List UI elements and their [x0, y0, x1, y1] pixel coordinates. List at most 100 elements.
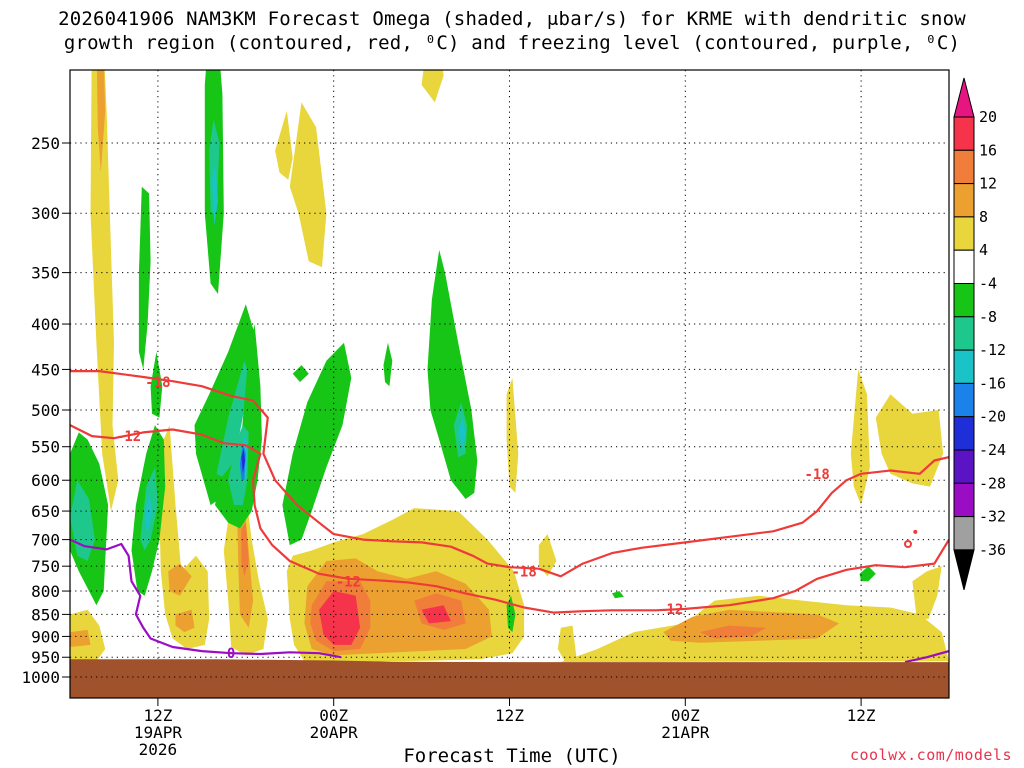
colorbar-bottom-arrow [953, 549, 975, 591]
colorbar-bin [953, 283, 975, 318]
omega-fill-yellow [421, 70, 444, 103]
colorbar-label: 20 [979, 108, 997, 126]
omega-fill-yellow [850, 369, 870, 506]
colorbar-bin [953, 183, 975, 218]
omega-fill-red [319, 591, 361, 645]
colorbar-label: -36 [979, 541, 1006, 559]
contour-label: -18 [805, 467, 830, 483]
contour--12 [70, 424, 949, 614]
omega-fill-green [150, 351, 163, 418]
contour-label: -12 [658, 602, 683, 618]
omega-fill-yellow [90, 70, 119, 512]
colorbar-label: 16 [979, 141, 997, 159]
colorbar-bin [953, 482, 975, 518]
y-tick-label: 450 [31, 360, 60, 379]
y-tick-label: 700 [31, 531, 60, 550]
omega-fill-dark-blue [241, 448, 246, 474]
omega-fill-teal-green [216, 360, 251, 481]
omega-fill-red-orange [700, 625, 766, 639]
contour-label: 0 [227, 646, 235, 662]
y-tick-label: 400 [31, 315, 60, 334]
colorbar-bin [953, 516, 975, 551]
colorbar-bin [953, 149, 975, 185]
colorbar-label: -28 [979, 474, 1006, 492]
colorbar-label: -24 [979, 441, 1006, 459]
y-tick-label: 800 [31, 582, 60, 601]
omega-fill-green [506, 595, 516, 633]
omega-fill-green [383, 342, 393, 387]
omega-fill-yellow [289, 102, 327, 268]
y-tick-label: 500 [31, 401, 60, 420]
terrain-ground [70, 659, 949, 698]
omega-fill-orange [175, 609, 195, 633]
colorbar-label: -32 [979, 508, 1006, 526]
omega-fill-green [292, 365, 309, 382]
colorbar-bin [953, 382, 975, 418]
contour-ring [913, 529, 918, 534]
omega-fill-yellow [506, 377, 519, 493]
x-tick-label: 12Z [847, 706, 876, 725]
contour-label: -12 [116, 429, 141, 445]
omega-fill-cyan [144, 492, 152, 535]
omega-fill-green [215, 324, 262, 529]
omega-fill-yellow [912, 566, 942, 619]
colorbar-label: -4 [979, 275, 997, 293]
omega-fill-green [194, 304, 255, 506]
contour--18 [70, 370, 949, 578]
colorbar-label: -8 [979, 308, 997, 326]
x-tick-label: 19APR [134, 723, 183, 742]
y-tick-label: 600 [31, 471, 60, 490]
contour-label: -12 [336, 574, 361, 590]
x-tick-label: 2026 [139, 740, 178, 759]
x-tick-label: 00Z [671, 706, 700, 725]
contour-label: -18 [145, 375, 170, 391]
x-axis-title: Forecast Time (UTC) [403, 745, 621, 767]
omega-fill-orange [70, 629, 91, 647]
colorbar-bin [953, 216, 975, 251]
colorbar-label: 8 [979, 208, 988, 226]
y-tick-label: 900 [31, 627, 60, 646]
contour-0-right [904, 650, 949, 664]
omega-fill-teal-green [70, 480, 95, 561]
colorbar-bin [953, 249, 975, 284]
x-tick-label: 12Z [495, 706, 524, 725]
y-tick-label: 250 [31, 134, 60, 153]
colorbar-bin [953, 349, 975, 384]
omega-fill-yellow [275, 110, 293, 180]
chart-title-line2: growth region (contoured, red, ⁰C) and f… [63, 32, 961, 54]
omega-fill-yellow [557, 625, 577, 663]
colorbar-bin [953, 449, 975, 484]
y-tick-label: 850 [31, 605, 60, 624]
y-tick-label: 950 [31, 648, 60, 667]
colorbar-label: 12 [979, 175, 997, 193]
omega-fill-green [612, 591, 624, 599]
contour-0 [70, 538, 342, 659]
omega-fill-yellow [875, 394, 944, 487]
x-tick-label: 00Z [319, 706, 348, 725]
y-tick-label: 750 [31, 557, 60, 576]
y-tick-label: 650 [31, 502, 60, 521]
omega-fill-green [427, 249, 478, 499]
omega-fill-green [859, 566, 876, 582]
colorbar-label: 4 [979, 241, 988, 259]
x-tick-label: 12Z [143, 706, 172, 725]
omega-fill-orange [96, 70, 106, 173]
colorbar-label: -20 [979, 408, 1006, 426]
omega-fill-cyan [458, 417, 466, 451]
y-tick-label: 1000 [21, 668, 60, 687]
colorbar-bin [953, 416, 975, 451]
x-tick-label: 20APR [310, 723, 359, 742]
colorbar-label: -16 [979, 374, 1006, 392]
omega-fill-red-orange [241, 522, 249, 577]
omega-fill-cyan [212, 165, 218, 226]
y-tick-label: 550 [31, 438, 60, 457]
omega-fill-red [421, 605, 451, 624]
omega-fill-green [282, 342, 352, 546]
colorbar-label: -12 [979, 341, 1006, 359]
y-tick-label: 300 [31, 204, 60, 223]
contour-label: -18 [512, 564, 537, 580]
omega-fill-yellow [157, 425, 210, 649]
colorbar-bin [953, 116, 975, 151]
chart-title-line1: 2026041906 NAM3KM Forecast Omega (shaded… [58, 8, 966, 30]
